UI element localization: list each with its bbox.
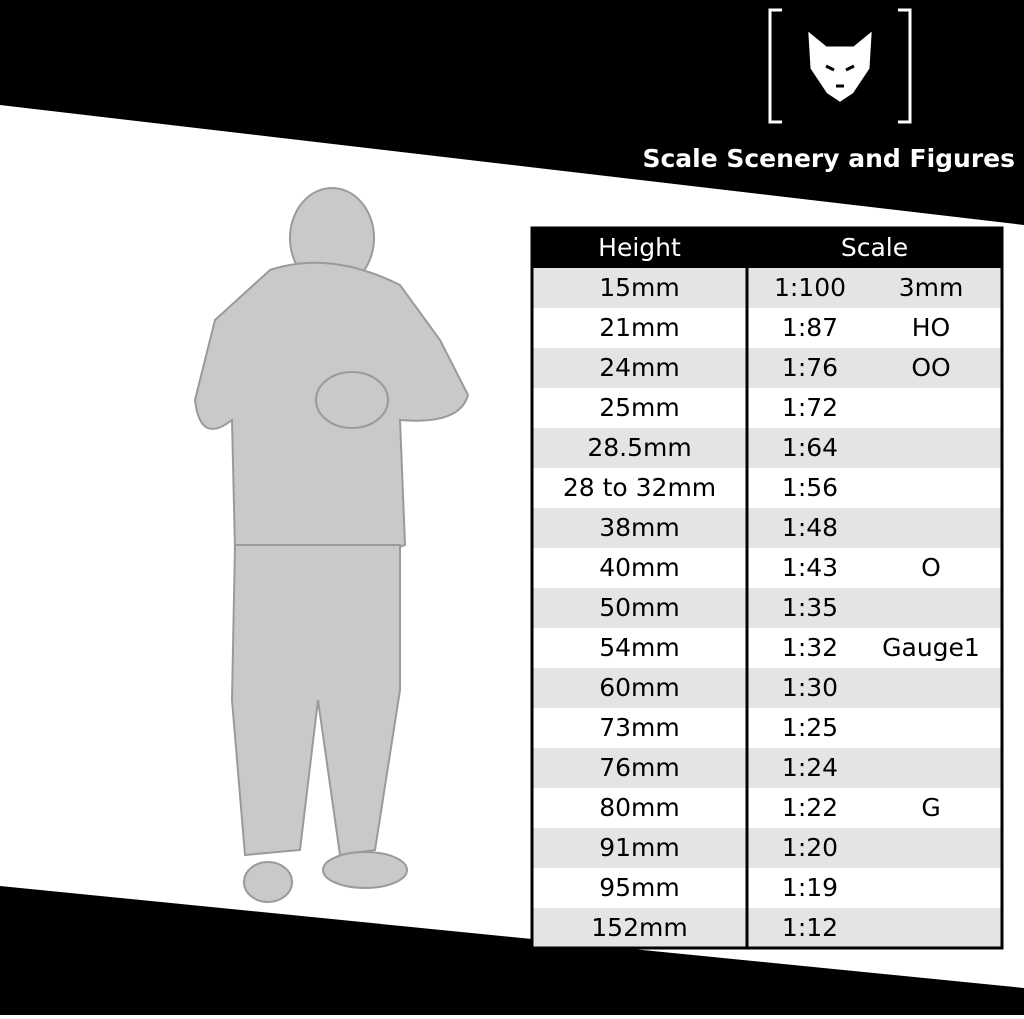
gauge-cell: G — [921, 793, 940, 822]
gauge-cell: HO — [912, 313, 950, 342]
height-cell: 54mm — [599, 633, 680, 662]
scale-cell: 1:32 — [782, 633, 838, 662]
height-cell: 15mm — [599, 273, 680, 302]
table-row — [532, 428, 1002, 468]
scale-cell: 1:22 — [782, 793, 838, 822]
height-cell: 28 to 32mm — [563, 473, 716, 502]
table-row — [532, 868, 1002, 908]
height-cell: 60mm — [599, 673, 680, 702]
height-cell: 21mm — [599, 313, 680, 342]
height-cell: 95mm — [599, 873, 680, 902]
scale-cell: 1:72 — [782, 393, 838, 422]
header-cell: Scale — [841, 233, 908, 262]
gauge-cell: 3mm — [899, 273, 964, 302]
height-cell: 40mm — [599, 553, 680, 582]
scale-cell: 1:24 — [782, 753, 838, 782]
height-cell: 24mm — [599, 353, 680, 382]
scale-cell: 1:30 — [782, 673, 838, 702]
table-row — [532, 348, 1002, 388]
scale-cell: 1:87 — [782, 313, 838, 342]
table-row — [532, 588, 1002, 628]
table-row — [532, 788, 1002, 828]
brand-name: Scale Scenery and Figures — [642, 144, 1015, 173]
figure — [193, 187, 470, 903]
table-row — [532, 468, 1002, 508]
height-cell: 76mm — [599, 753, 680, 782]
table-row — [532, 308, 1002, 348]
bottom-band — [0, 886, 1024, 1015]
table-row — [532, 508, 1002, 548]
table-row — [532, 628, 1002, 668]
table-row — [532, 668, 1002, 708]
height-cell: 38mm — [599, 513, 680, 542]
gauge-cell: Gauge1 — [882, 633, 980, 662]
header-row — [532, 228, 1002, 268]
scale-cell: 1:20 — [782, 833, 838, 862]
gauge-cell: OO — [911, 353, 950, 382]
scale-cell: 1:35 — [782, 593, 838, 622]
table-row — [532, 828, 1002, 868]
height-cell: 25mm — [599, 393, 680, 422]
height-cell: 152mm — [591, 913, 687, 942]
height-cell: 73mm — [599, 713, 680, 742]
scale-cell: 1:19 — [782, 873, 838, 902]
table-row — [532, 548, 1002, 588]
scale-table: Height Scale 15mm 1:100 3mm 21mm 1:87 HO 24mm 1:7… — [530, 226, 1004, 950]
scale-cell: 1:48 — [782, 513, 838, 542]
scale-cell: 1:76 — [782, 353, 838, 382]
height-cell: 50mm — [599, 593, 680, 622]
gauge-cell: O — [921, 553, 941, 582]
scale-cell: 1:56 — [782, 473, 838, 502]
table-row — [532, 708, 1002, 748]
scale-cell: 1:100 — [774, 273, 846, 302]
header-cell: Height — [598, 233, 681, 262]
top-band — [0, 0, 1024, 225]
table-row — [532, 908, 1002, 948]
height-cell: 28.5mm — [587, 433, 691, 462]
table-row — [532, 388, 1002, 428]
logo — [768, 8, 912, 124]
scale-cell: 1:12 — [782, 913, 838, 942]
table-row — [532, 748, 1002, 788]
scale-cell: 1:43 — [782, 553, 838, 582]
table-row — [532, 268, 1002, 308]
height-cell: 80mm — [599, 793, 680, 822]
scale-cell: 1:64 — [782, 433, 838, 462]
table-border — [530, 226, 1004, 950]
scale-cell: 1:25 — [782, 713, 838, 742]
height-cell: 91mm — [599, 833, 680, 862]
